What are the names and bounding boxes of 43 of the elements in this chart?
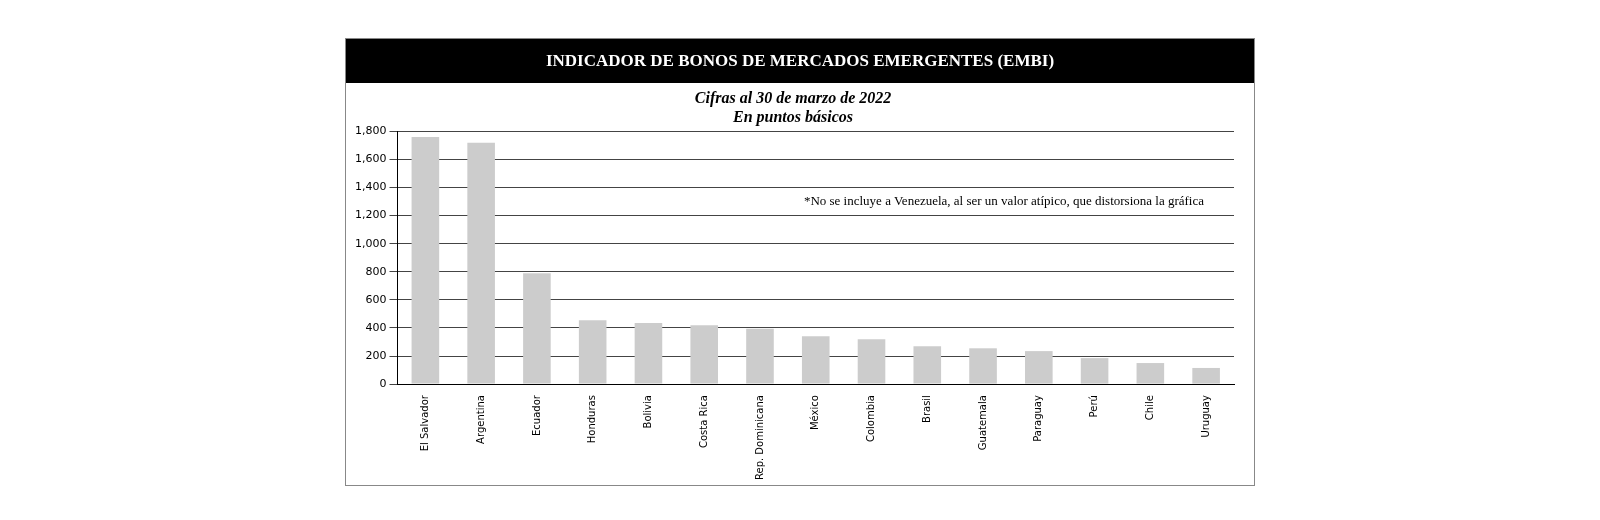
y-tick-label: 800	[365, 264, 387, 278]
chart-title: INDICADOR DE BONOS DE MERCADOS EMERGENTES (EMBI)	[346, 39, 1254, 83]
x-tick-label: Honduras	[586, 395, 598, 444]
y-tick-label: 1,600	[354, 152, 387, 166]
y-tick-label: 1,400	[354, 180, 387, 194]
x-tick-label: El Salvador	[418, 394, 430, 452]
bar	[913, 346, 942, 384]
bar	[634, 323, 663, 384]
bar	[746, 328, 774, 384]
x-tick-label: Paraguay	[1032, 395, 1044, 442]
bar	[1025, 351, 1053, 384]
bar	[467, 142, 495, 384]
bar	[523, 273, 551, 384]
y-tick-label: 600	[365, 292, 387, 306]
bar	[411, 137, 440, 384]
x-tick-label: Guatemala	[976, 395, 988, 451]
y-tick-label: 1,800	[354, 124, 387, 138]
x-tick-label: Colombia	[865, 395, 877, 443]
x-tick-label: Rep. Dominicana	[753, 395, 765, 480]
x-tick-label: Bolivia	[642, 395, 654, 429]
x-tick-label: Costa Rica	[697, 395, 709, 448]
x-tick-label: Argentina	[474, 395, 486, 444]
x-tick-label: México	[809, 395, 821, 431]
bar	[801, 336, 830, 384]
y-tick-label: 0	[379, 376, 387, 390]
bar	[1080, 358, 1109, 384]
y-tick-label: 1,000	[354, 236, 387, 250]
chart-subtitle: Cifras al 30 de marzo de 2022 En puntos básicos	[694, 88, 892, 126]
x-tick-label: Brasil	[920, 395, 932, 423]
y-tick-label: 200	[365, 348, 387, 362]
bar	[1136, 363, 1165, 384]
bar	[578, 320, 607, 384]
y-tick-label: 400	[365, 320, 387, 334]
bar	[969, 348, 997, 384]
x-tick-label: Chile	[1143, 395, 1155, 421]
x-tick-label: Perú	[1088, 395, 1100, 418]
annotation: *No se incluye a Venezuela, al ser un valor atípico, que distorsiona la gráfica	[803, 193, 1205, 209]
bar	[690, 325, 719, 384]
x-tick-label: Ecuador	[530, 394, 542, 436]
y-tick-label: 1,200	[354, 208, 387, 222]
bar	[1192, 367, 1220, 384]
bar	[857, 339, 886, 384]
x-tick-label: Uruguay	[1199, 395, 1211, 438]
